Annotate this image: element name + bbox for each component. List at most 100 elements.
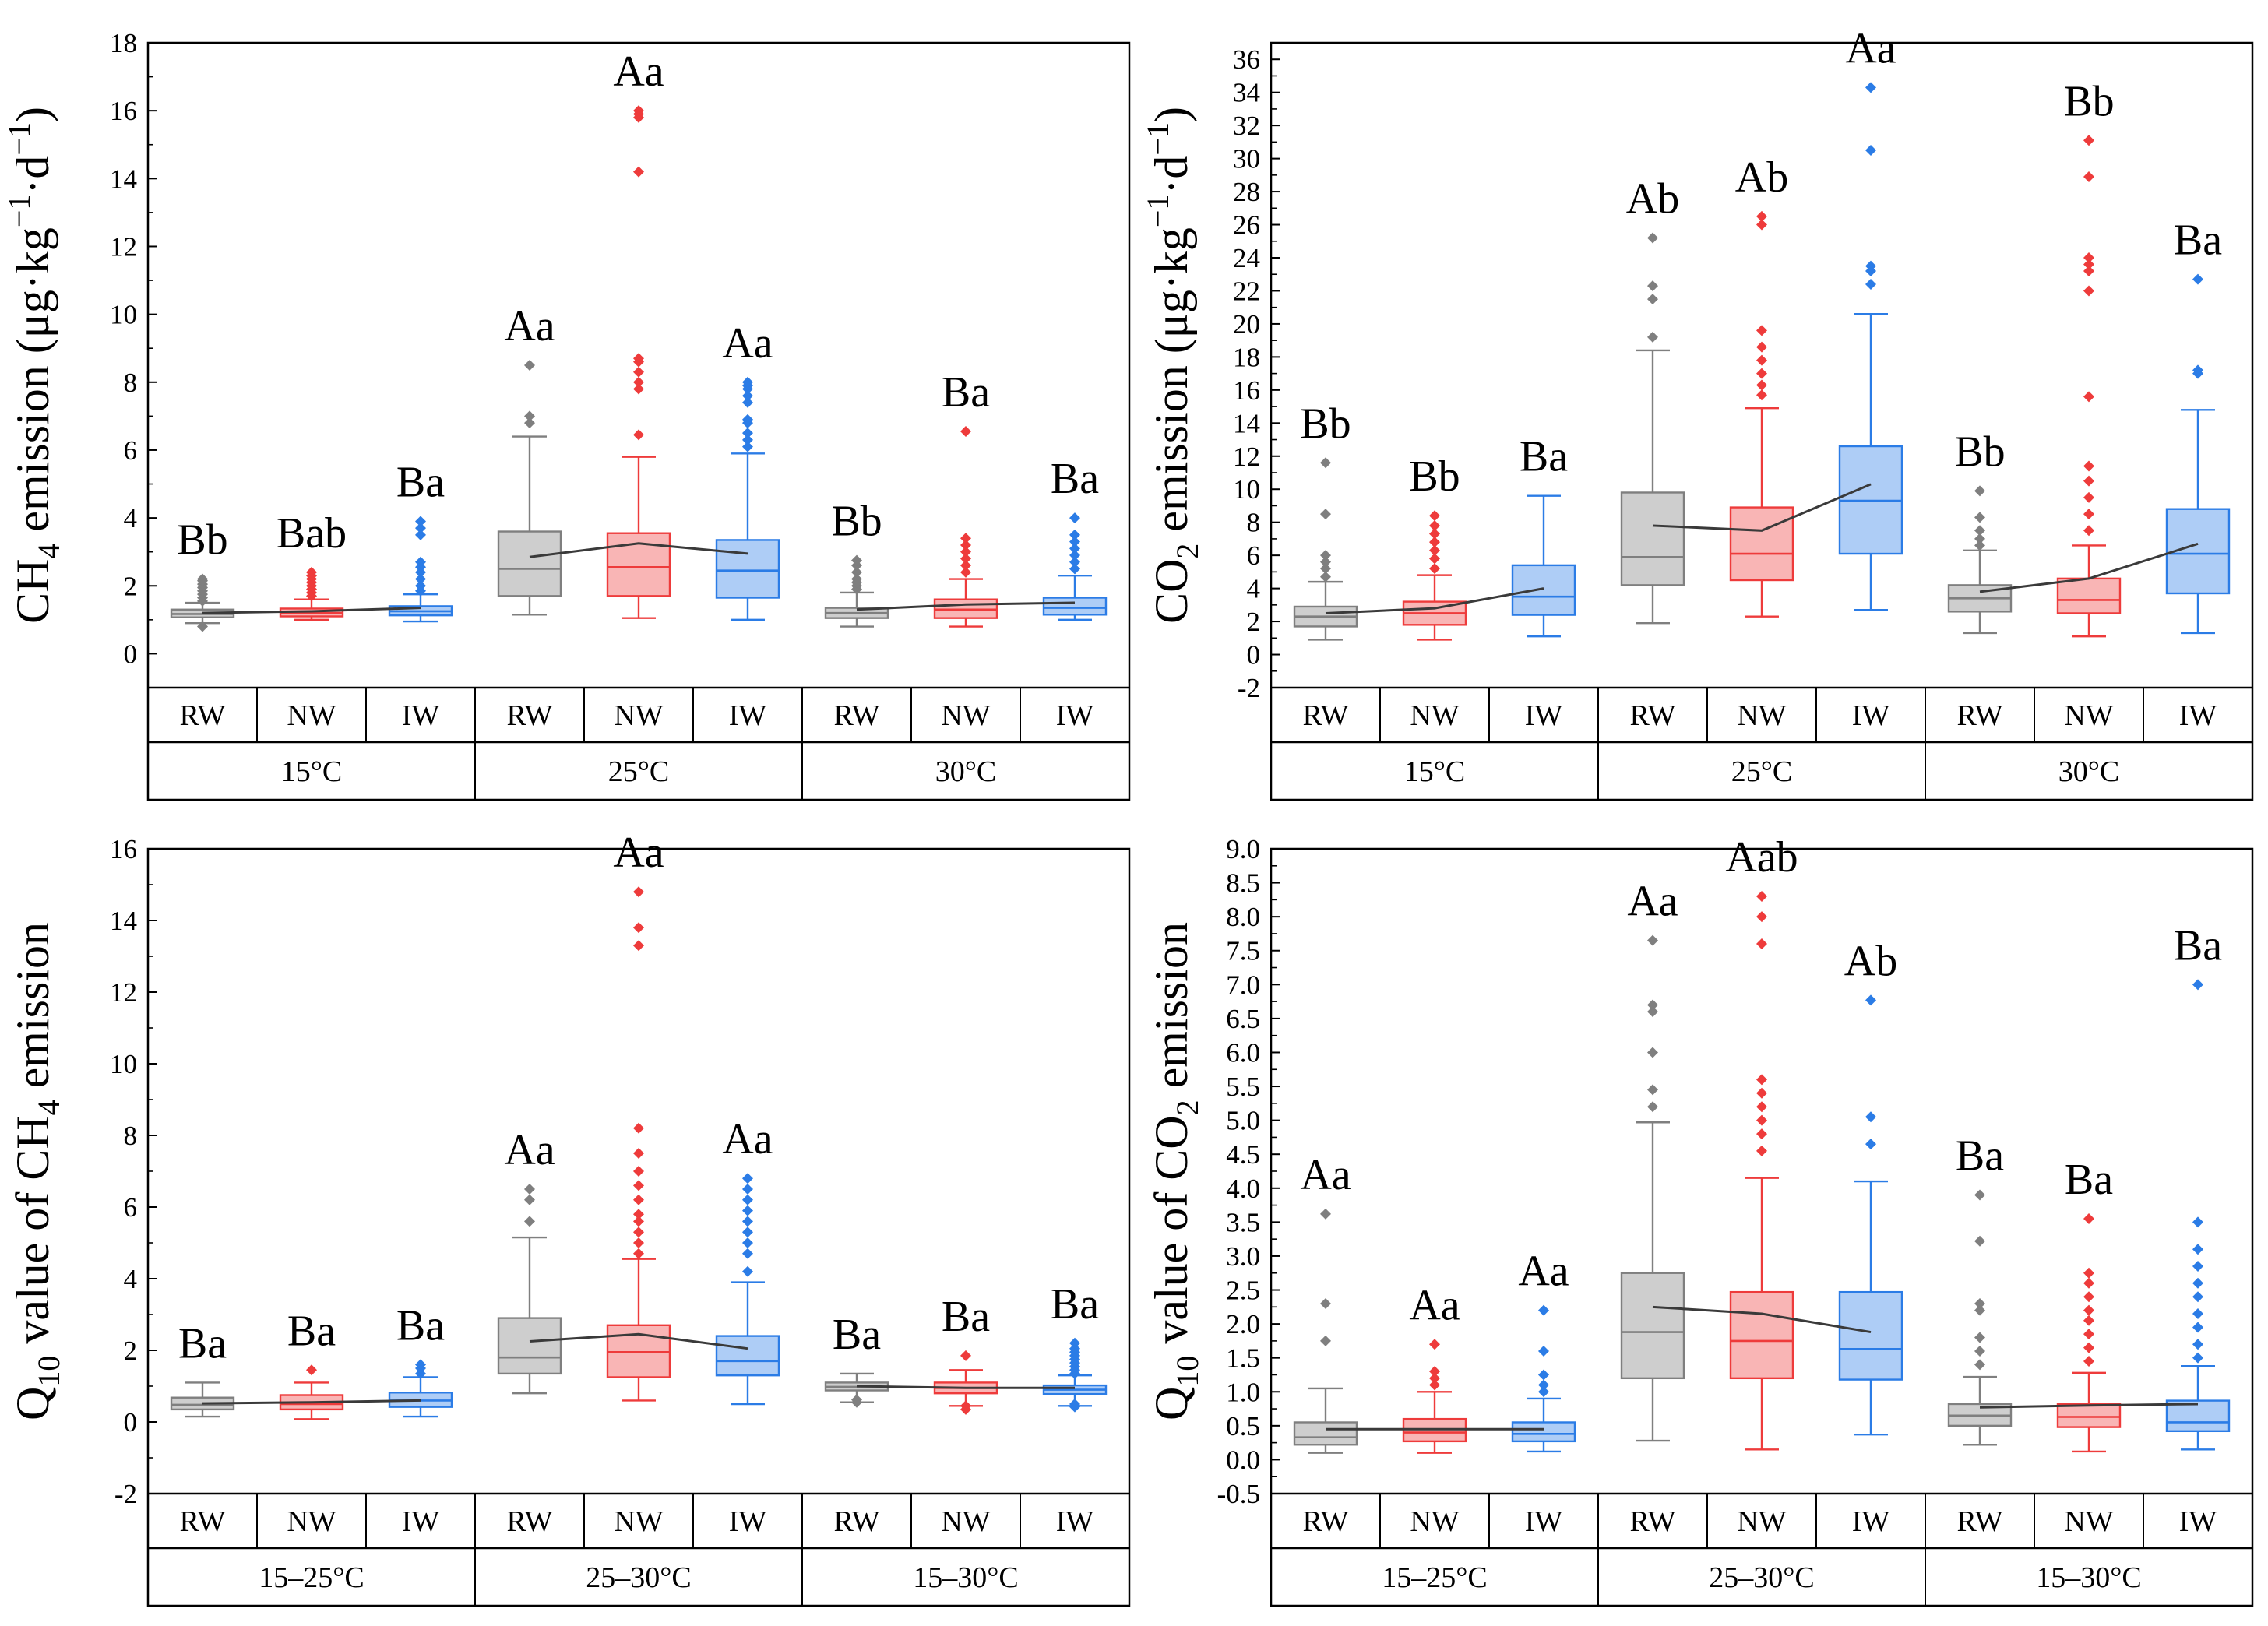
outlier-point [742, 441, 753, 452]
y-tick-label: 3.0 [1226, 1241, 1260, 1272]
outlier-point [1647, 280, 1658, 292]
mean-line [1652, 1305, 1872, 1334]
box-iw: Aa [1511, 1248, 1576, 1453]
y-tick-label: 12 [1233, 442, 1260, 472]
outlier-point [1429, 1372, 1440, 1384]
outlier-point [960, 533, 971, 544]
y-tick-label: 6.0 [1226, 1037, 1260, 1068]
y-tick-label: 10 [1233, 474, 1260, 505]
mean-line [1325, 587, 1544, 614]
outlier-point [2192, 364, 2203, 376]
outlier-point [1974, 1189, 1985, 1201]
box-rw: Ba [1947, 1132, 2013, 1446]
group-label: 25–30°C [586, 1561, 692, 1594]
y-tick-label: 30 [1233, 144, 1260, 174]
outlier-point [742, 1184, 753, 1195]
outlier-point [1647, 1084, 1658, 1096]
outlier-point [2192, 1339, 2203, 1350]
y-tick-label: 18 [1233, 342, 1260, 372]
outlier-point [1756, 911, 1767, 923]
significance-letter: Ab [1735, 153, 1788, 202]
iqr-box [497, 530, 562, 597]
outlier-point [960, 546, 971, 558]
outlier-point [1538, 1369, 1549, 1381]
y-tick-label: 2.0 [1226, 1309, 1260, 1339]
outlier-point [742, 428, 753, 439]
panel-ch4-emission: 0 2 4 6 8 10 12 14 16 18 RW NW IW 15°C RW NW IW 25°C RW NW I… [2, 28, 1131, 801]
outlier-point [1865, 1139, 1876, 1150]
y-tick-label: 10 [110, 1049, 137, 1079]
significance-letter: Aa [613, 48, 664, 96]
category-label: IW [729, 699, 767, 732]
significance-letter: Bb [831, 498, 882, 546]
outlier-point [2083, 1356, 2094, 1367]
outlier-point [1756, 1101, 1767, 1113]
box-rw: Aa [497, 1126, 562, 1395]
y-tick-label: 12 [110, 231, 137, 262]
y-title-text: ·d [1146, 156, 1197, 195]
outlier-point [524, 1184, 535, 1195]
outlier-point [1069, 556, 1080, 568]
outlier-point [415, 1359, 426, 1371]
y-tick-label: 26 [1233, 210, 1260, 241]
outlier-point [2083, 265, 2094, 276]
category-label: RW [1956, 1505, 2002, 1538]
outlier-point [1974, 1304, 1985, 1316]
outlier-point [1974, 1359, 1985, 1371]
outlier-point [633, 376, 644, 388]
y-tick-label: 14 [1233, 408, 1260, 438]
significance-letter: Bab [276, 509, 347, 558]
y-tick-label: 5.5 [1226, 1072, 1260, 1102]
group-label: 30°C [2058, 755, 2120, 788]
y-tick-label: 20 [1233, 309, 1260, 340]
y-tick-label: 4 [124, 503, 138, 533]
significance-letter: Ba [1520, 433, 1568, 481]
box-iw: Ba [2165, 216, 2231, 635]
outlier-point [1974, 540, 1985, 551]
y-title-subscript: 2 [1170, 544, 1205, 559]
y-tick-label: 2 [124, 1336, 138, 1366]
outlier-point [2083, 1329, 2094, 1340]
outlier-point [633, 353, 644, 364]
outlier-point [1974, 1332, 1985, 1343]
category-label: NW [1737, 1505, 1786, 1538]
outlier-point [633, 1209, 644, 1220]
outlier-point [1429, 510, 1440, 522]
outlier-point [851, 573, 862, 585]
y-axis-title: CO2 emission (μg·kg−1·d−1) [1140, 107, 1205, 624]
significance-letter: Ba [1051, 1280, 1099, 1329]
category-label: NW [1410, 1505, 1459, 1538]
outlier-point [197, 621, 208, 632]
box-rw: Aa [497, 302, 562, 616]
y-tick-label: 12 [110, 977, 137, 1008]
outlier-point [960, 539, 971, 551]
category-label: IW [1525, 1505, 1563, 1538]
y-tick-label: 16 [110, 96, 137, 126]
y-tick-label: 18 [110, 28, 137, 58]
significance-letter: Aa [1518, 1248, 1569, 1296]
outlier-point [1538, 1386, 1549, 1398]
category-label: RW [179, 1505, 225, 1538]
outlier-point [2083, 1315, 2094, 1326]
panel-q10-ch4: -2 0 2 4 6 8 10 12 14 16 RW NW IW 15–25°C RW NW IW 25–30°… [7, 829, 1131, 1607]
outlier-point [1865, 994, 1876, 1006]
y-tick-label: 1.0 [1226, 1377, 1260, 1407]
mean-line [529, 1332, 748, 1350]
y-title-text: value of CO [1146, 1115, 1197, 1355]
y-title-text: ) [7, 107, 58, 122]
box-iw: Ba [1511, 433, 1576, 638]
iqr-box [1729, 506, 1794, 582]
outlier-point [415, 556, 426, 568]
outlier-point [1069, 550, 1080, 561]
category-label: RW [506, 1505, 552, 1538]
group-label: 25–30°C [1709, 1561, 1815, 1594]
category-label: IW [1852, 699, 1890, 732]
outlier-point [633, 1180, 644, 1191]
category-label: IW [402, 699, 440, 732]
outlier-point [1320, 1208, 1331, 1220]
outlier-point [633, 1148, 644, 1159]
outlier-point [633, 886, 644, 898]
outlier-point [1320, 571, 1331, 582]
